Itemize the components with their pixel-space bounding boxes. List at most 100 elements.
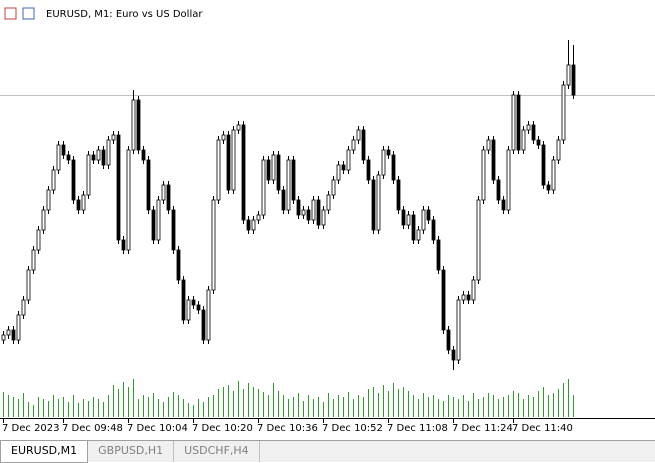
candle-body: [121, 239, 126, 251]
candle-body: [481, 149, 486, 201]
candle-body: [351, 139, 356, 151]
candle-body: [546, 184, 551, 191]
candle-body: [46, 189, 51, 211]
candle-body: [561, 84, 566, 141]
candle-body: [551, 159, 556, 191]
x-tick-label: 7 Dec 10:52: [322, 423, 383, 434]
candle-body: [436, 239, 441, 271]
candle-body: [116, 134, 121, 241]
candle-body: [1, 334, 6, 341]
candle-body: [471, 279, 476, 301]
candle-body: [276, 154, 281, 191]
candle-body: [71, 159, 76, 201]
candle-body: [266, 159, 271, 181]
candle-body: [211, 199, 216, 291]
candle-body: [341, 164, 346, 171]
candle-body: [151, 209, 156, 241]
candle-body: [451, 349, 456, 361]
candle-body: [521, 129, 526, 151]
candle-body: [311, 199, 316, 221]
candle-body: [506, 149, 511, 211]
candle-body: [6, 329, 11, 336]
x-tick-label: 7 Dec 09:48: [62, 423, 123, 434]
candle-body: [246, 219, 251, 231]
chart-icon: [4, 7, 17, 20]
candle-body: [531, 124, 536, 141]
candle-body: [541, 144, 546, 186]
candle-body: [376, 174, 381, 231]
candle-body: [426, 209, 431, 221]
candle-body: [431, 219, 436, 241]
candle-body: [181, 279, 186, 321]
x-tick-label: 7 Dec 10:36: [257, 423, 318, 434]
symbol-icon: [22, 7, 35, 20]
candle-body: [456, 299, 461, 361]
candle-body: [176, 249, 181, 281]
candle-body: [401, 209, 406, 226]
candle-body: [346, 149, 351, 171]
candle-body: [196, 304, 201, 311]
candle-body: [226, 134, 231, 191]
candle-body: [441, 269, 446, 331]
candle-body: [406, 214, 411, 226]
background: [0, 0, 655, 440]
chart-tab[interactable]: EURUSD,M1: [0, 441, 89, 463]
candle-body: [56, 144, 61, 171]
candle-body: [301, 209, 306, 216]
candle-body: [536, 139, 541, 146]
candle-body: [91, 154, 96, 161]
candle-body: [136, 99, 141, 151]
candle-body: [31, 249, 36, 271]
candle-body: [476, 199, 481, 281]
candle-body: [486, 139, 491, 151]
chart-tab[interactable]: USDCHF,H4: [174, 441, 260, 462]
candle-body: [61, 144, 66, 156]
candle-body: [491, 139, 496, 181]
candle-body: [251, 219, 256, 231]
candle-body: [21, 299, 26, 316]
candle-body: [166, 184, 171, 211]
candle-body: [156, 199, 161, 241]
candle-body: [571, 64, 576, 96]
candle-body: [171, 209, 176, 251]
candle-body: [396, 179, 401, 211]
candle-body: [281, 189, 286, 211]
candle-body: [366, 159, 371, 181]
candle-body: [526, 124, 531, 131]
candle-body: [566, 64, 571, 86]
candle-body: [501, 199, 506, 211]
x-tick-label: 7 Dec 10:04: [127, 423, 188, 434]
candle-body: [391, 154, 396, 181]
candle-body: [511, 94, 516, 151]
x-tick-label: 7 Dec 11:40: [512, 423, 573, 434]
candle-body: [101, 149, 106, 166]
candle-body: [556, 139, 561, 161]
candle-body: [51, 169, 56, 191]
candle-body: [141, 149, 146, 161]
candle-body: [11, 329, 16, 341]
candle-body: [241, 124, 246, 221]
candle-body: [461, 294, 466, 301]
candle-body: [496, 179, 501, 201]
x-tick-label: 7 Dec 11:24: [452, 423, 513, 434]
candle-body: [361, 129, 366, 161]
candle-body: [306, 209, 311, 221]
candle-body: [316, 199, 321, 226]
candle-body: [206, 289, 211, 341]
candle-body: [26, 269, 31, 301]
candle-body: [466, 294, 471, 301]
candle-body: [41, 209, 46, 231]
candle-body: [36, 229, 41, 251]
candle-body: [286, 159, 291, 211]
candle-body: [256, 214, 261, 221]
candle-body: [216, 139, 221, 201]
candle-body: [111, 134, 116, 141]
candle-body: [411, 214, 416, 241]
candle-body: [326, 194, 331, 211]
candle-body: [381, 149, 386, 176]
candle-body: [131, 99, 136, 151]
chart: EURUSD, M1: Euro vs US Dollar 7 Dec 2023…: [0, 0, 655, 440]
x-tick-label: 7 Dec 11:08: [387, 423, 448, 434]
chart-tab[interactable]: GBPUSD,H1: [88, 441, 175, 462]
candle-body: [371, 179, 376, 231]
